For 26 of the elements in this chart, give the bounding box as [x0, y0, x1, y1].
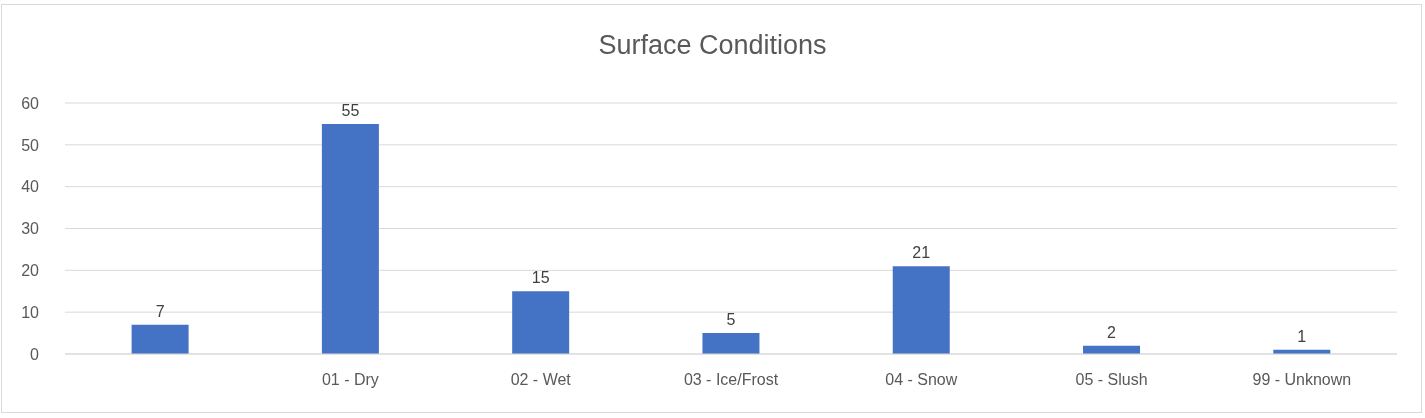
data-label: 5 [726, 311, 736, 329]
bar [512, 291, 570, 354]
bar [702, 333, 760, 354]
x-tick-label: 99 - Unknown [1252, 371, 1352, 389]
y-tick-label: 10 [21, 303, 40, 321]
data-label: 7 [155, 302, 165, 320]
y-tick-label: 0 [30, 345, 40, 363]
y-tick-label: 40 [21, 178, 40, 196]
x-tick-label: 03 - Ice/Frost [683, 371, 779, 389]
bar [892, 266, 950, 354]
data-label: 1 [1297, 327, 1307, 345]
data-label: 21 [912, 244, 931, 262]
y-tick-label: 50 [21, 136, 40, 154]
bar [321, 123, 379, 354]
x-tick-label: 01 - Dry [321, 371, 379, 389]
x-tick-label: 02 - Wet [510, 371, 572, 389]
y-tick-label: 60 [21, 94, 40, 112]
bar [131, 324, 189, 354]
y-tick-label: 30 [21, 220, 40, 238]
chart-title: Surface Conditions [597, 30, 828, 61]
data-label: 2 [1107, 323, 1117, 341]
x-tick-label: 05 - Slush [1075, 371, 1148, 389]
data-label: 55 [341, 101, 360, 119]
x-tick-label: 04 - Snow [885, 371, 958, 389]
y-tick-label: 20 [21, 262, 40, 280]
data-label: 15 [531, 269, 550, 287]
